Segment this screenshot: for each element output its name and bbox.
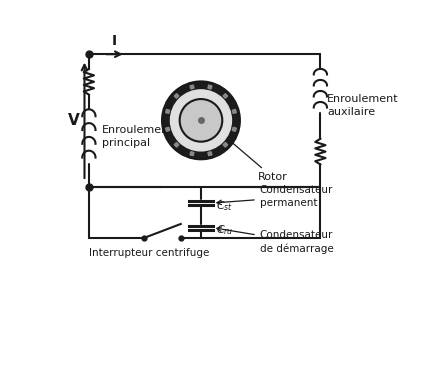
Bar — [207, 152, 211, 156]
Text: $C_{ru}$: $C_{ru}$ — [216, 224, 233, 238]
Bar — [207, 85, 211, 89]
Text: I: I — [112, 34, 117, 48]
Text: Condensateur
permanent: Condensateur permanent — [217, 185, 332, 209]
Text: Condensateur
de démarrage: Condensateur de démarrage — [216, 227, 333, 254]
Bar — [223, 94, 227, 98]
Bar — [165, 127, 169, 131]
Bar — [232, 127, 236, 131]
Circle shape — [179, 99, 222, 142]
Bar — [174, 142, 178, 147]
Text: Enroulement
auxilaire: Enroulement auxilaire — [326, 94, 398, 117]
Bar — [232, 109, 236, 113]
Text: Rotor: Rotor — [224, 136, 287, 182]
Text: Interrupteur centrifuge: Interrupteur centrifuge — [89, 248, 209, 258]
Circle shape — [162, 82, 239, 159]
Bar — [223, 142, 227, 147]
Bar — [174, 94, 178, 98]
Circle shape — [170, 90, 231, 151]
Bar — [190, 152, 194, 156]
Text: Enroulement
principal: Enroulement principal — [102, 125, 173, 148]
Text: V: V — [68, 113, 79, 128]
Bar — [165, 109, 169, 113]
Text: $C_{st}$: $C_{st}$ — [216, 199, 233, 213]
Bar — [190, 85, 194, 89]
